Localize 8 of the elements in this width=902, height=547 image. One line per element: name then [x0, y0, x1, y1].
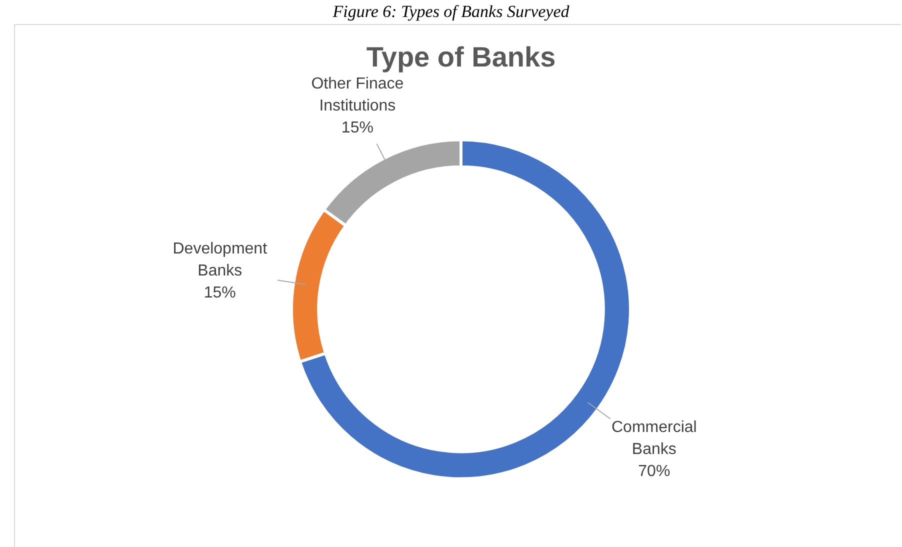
data-label: 15% [341, 119, 374, 136]
data-label: 15% [204, 284, 236, 302]
slice-label: Commercial Banks [611, 419, 697, 458]
data-label: 70% [638, 463, 670, 480]
chart-title: Type of Banks [366, 42, 556, 73]
slice-label: Development Banks [172, 240, 268, 280]
slice-label: Other Finace Institutions [311, 75, 404, 114]
caption: Figure 6: Types of Banks Surveyed [332, 2, 570, 22]
